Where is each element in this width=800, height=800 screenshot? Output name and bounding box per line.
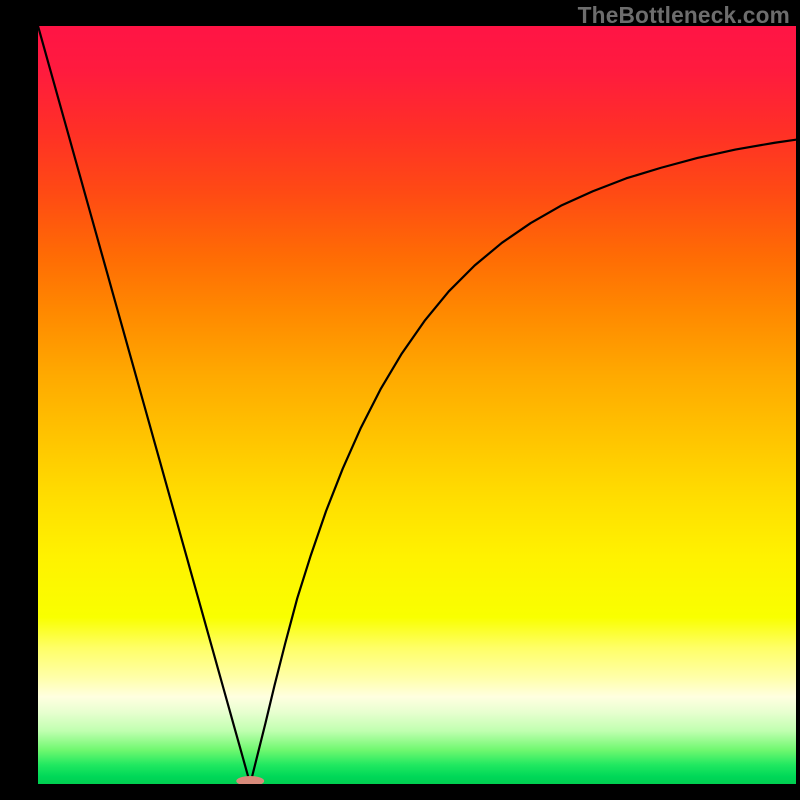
chart-svg: [0, 0, 800, 800]
plot-background: [38, 26, 796, 784]
watermark-text: TheBottleneck.com: [578, 2, 790, 29]
chart-stage: TheBottleneck.com: [0, 0, 800, 800]
